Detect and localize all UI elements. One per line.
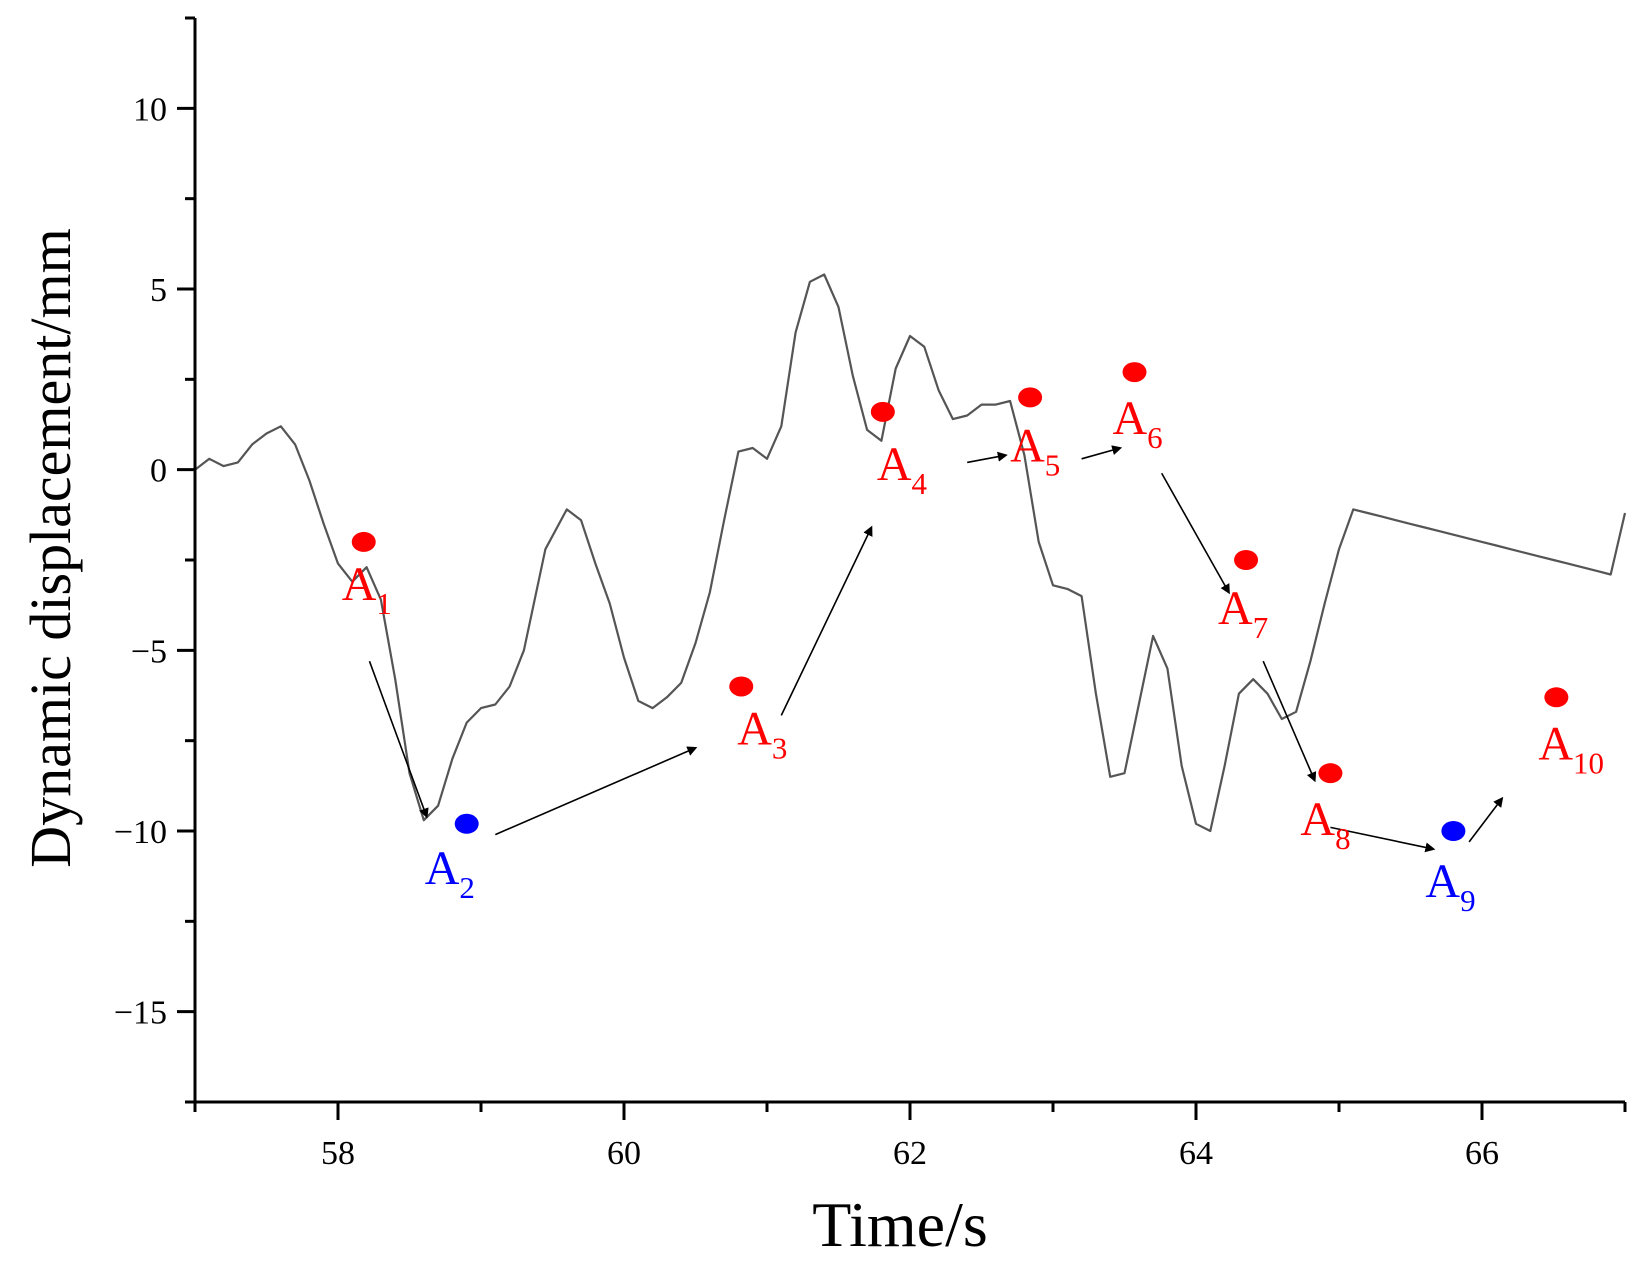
point-marker-a6 (1122, 362, 1147, 383)
x-tick-label: 64 (1179, 1135, 1213, 1172)
transition-arrow (1468, 796, 1504, 843)
point-label-a3: A3 (737, 702, 787, 765)
point-label-a2: A2 (425, 842, 475, 905)
transition-arrow (1081, 445, 1123, 460)
y-tick-label: 5 (150, 272, 167, 309)
point-marker-a3 (729, 676, 754, 697)
y-axis-title: Dynamic displacement/mm (18, 228, 83, 867)
x-tick-label: 62 (893, 1135, 927, 1172)
transition-arrow (494, 746, 698, 836)
point-marker-a5 (1018, 387, 1043, 408)
point-marker-a10 (1544, 687, 1569, 708)
y-tick-label: −10 (114, 814, 167, 851)
point-marker-a2 (454, 813, 479, 834)
point-marker-a4 (870, 401, 895, 422)
transition-arrow (368, 660, 429, 819)
transition-arrow (1160, 472, 1230, 595)
y-tick-label: −5 (131, 633, 167, 670)
point-label-a6: A6 (1113, 392, 1163, 455)
transition-arrow (1330, 826, 1436, 853)
y-tick-label: 0 (150, 453, 167, 490)
transition-arrow (967, 451, 1008, 464)
x-tick-label: 66 (1465, 1135, 1499, 1172)
points-layer: A1 A2 A3 A4 A5 A6 A7 A8 A9 A10 (342, 362, 1604, 918)
x-axis-title: Time/s (812, 1189, 988, 1260)
point-label-a9: A9 (1425, 855, 1475, 918)
point-label-a7: A7 (1218, 582, 1268, 645)
x-tick-label: 60 (607, 1135, 641, 1172)
point-label-a5: A5 (1010, 419, 1060, 482)
point-marker-a1 (351, 531, 376, 552)
displacement-series-line (194, 273, 1627, 833)
arrows-layer (368, 445, 1504, 853)
point-marker-a9 (1441, 821, 1466, 841)
axes-layer: 58 60 62 64 66 −15 −10 −5 0 5 10 (114, 16, 1627, 1172)
point-label-a8: A8 (1300, 793, 1350, 856)
y-tick-label: 10 (133, 91, 167, 128)
transition-arrow (780, 525, 873, 716)
point-label-a1: A1 (342, 558, 392, 621)
point-label-a10: A10 (1538, 717, 1604, 780)
y-tick-label: −15 (114, 995, 167, 1032)
point-marker-a7 (1234, 550, 1259, 570)
point-label-a4: A4 (877, 438, 928, 501)
transition-arrow (1262, 660, 1317, 783)
point-marker-a8 (1318, 763, 1343, 784)
x-tick-label: 58 (321, 1135, 355, 1172)
